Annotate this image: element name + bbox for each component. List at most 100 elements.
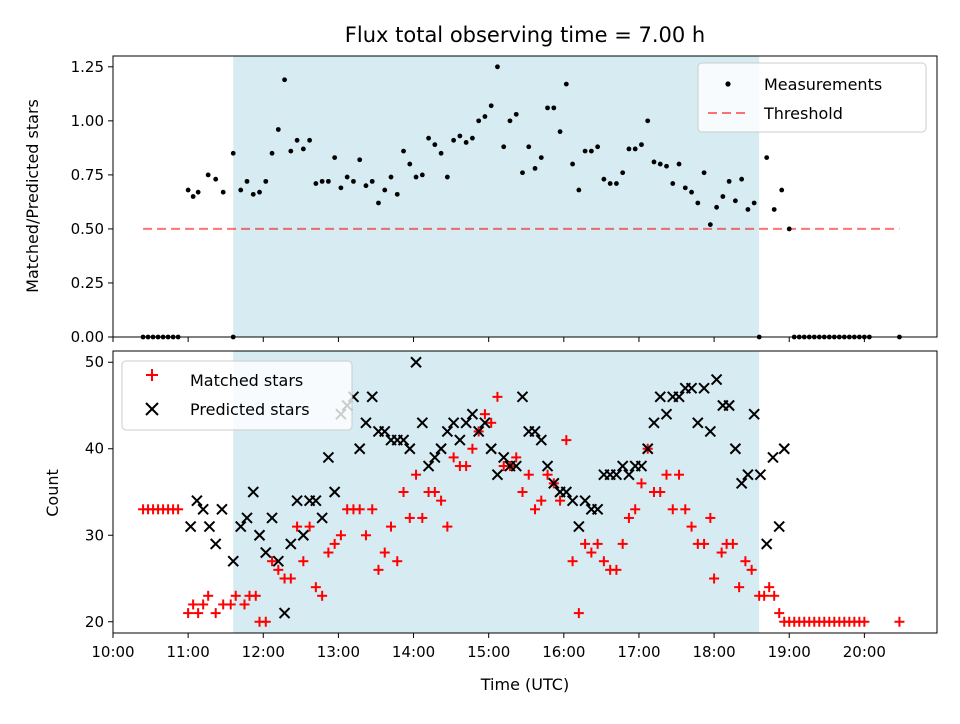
predicted-star-point (742, 468, 754, 481)
predicted-star-point (591, 503, 604, 516)
measurement-point (682, 185, 688, 191)
measurement-point (190, 194, 196, 199)
bottom-y-ticks: 20 30 40 50 (85, 353, 113, 631)
measurement-point (582, 148, 588, 154)
predicted-star-point (285, 538, 297, 550)
matched-star-point (461, 461, 472, 472)
predicted-star-point (310, 494, 322, 507)
predicted-star-point (723, 399, 735, 412)
matched-star-point (392, 556, 403, 567)
matched-star-point (716, 547, 727, 558)
predicted-star-point (685, 382, 698, 394)
predicted-star-point (573, 520, 585, 533)
matched-star-point (680, 504, 691, 515)
predicted-star-point (466, 408, 479, 420)
matched-star-point (411, 469, 422, 480)
predicted-star-point (235, 520, 247, 533)
y-tick-label: 30 (85, 526, 104, 544)
predicted-star-point (379, 425, 391, 438)
top-y-label: Matched/Predicted stars (23, 99, 42, 293)
predicted-star-point (291, 494, 303, 507)
measurement-point (288, 148, 294, 154)
predicted-star-point (410, 356, 422, 368)
measurement-point (707, 222, 713, 228)
matched-star-point (225, 599, 236, 610)
predicted-star-point (253, 529, 266, 541)
measurement-point (357, 157, 363, 163)
measurement-point (426, 135, 431, 141)
measurement-point (545, 105, 550, 111)
x-tick-label: 12:00 (242, 643, 285, 661)
matched-star-point (183, 608, 194, 619)
matched-star-point (386, 521, 397, 532)
measurement-point (451, 137, 457, 143)
measurement-point (532, 166, 538, 171)
x-tick-label: 15:00 (467, 643, 510, 661)
measurement-point (488, 103, 494, 109)
measurement-point (230, 150, 236, 156)
predicted-star-point (767, 451, 779, 464)
measurement-point (670, 181, 676, 186)
matched-star-point (617, 538, 628, 549)
matched-star-point (709, 573, 720, 584)
measurement-point (714, 204, 719, 210)
predicted-star-point (623, 468, 635, 481)
measurement-point (250, 191, 256, 197)
predicted-star-point (660, 408, 673, 420)
predicted-star-point (404, 443, 416, 455)
measurement-point (369, 178, 375, 184)
predicted-star-point (416, 417, 429, 429)
predicted-star-point (328, 486, 341, 498)
matched-star-point (511, 452, 522, 463)
predicted-star-point (447, 417, 460, 429)
predicted-star-point (616, 460, 629, 472)
measurement-point (313, 181, 319, 186)
measurement-point (363, 183, 369, 189)
bottom-legend: Matched stars Predicted stars (121, 360, 353, 431)
measurement-point (407, 161, 413, 167)
measurement-point (401, 148, 406, 154)
measurement-point (507, 118, 513, 124)
matched-star-point (250, 590, 261, 601)
matched-star-point (636, 478, 647, 489)
predicted-star-point (435, 443, 447, 455)
measurement-point (351, 178, 356, 184)
predicted-star-point (266, 512, 278, 524)
measurement-point (470, 135, 475, 141)
matched-star-point (592, 538, 603, 549)
x-tick-label: 18:00 (692, 643, 735, 661)
predicted-star-point (710, 373, 723, 386)
predicted-star-point (610, 468, 623, 481)
measurement-point (185, 187, 191, 193)
predicted-star-point (184, 520, 197, 533)
measurement-point (413, 174, 419, 180)
matched-star-point (517, 487, 528, 497)
measurement-point (595, 144, 601, 150)
top-frame (112, 55, 938, 338)
measurement-point (263, 178, 269, 184)
top-legend-box (697, 62, 927, 133)
predicted-star-point (535, 434, 547, 446)
predicted-star-point (485, 443, 497, 455)
measurement-point (463, 140, 469, 145)
measurement-point (779, 187, 785, 193)
y-tick-label: 0.25 (71, 274, 104, 292)
predicted-star-point (529, 425, 541, 438)
bottom-y-label: Count (43, 469, 62, 517)
measurement-point (457, 133, 463, 139)
predicted-star-point (760, 538, 773, 550)
matched-star-point (623, 512, 634, 523)
matched-star-point (436, 495, 447, 506)
matched-star-point (740, 556, 751, 567)
predicted-star-point (353, 443, 366, 455)
predicted-star-point (773, 520, 785, 533)
predicted-star-point (297, 529, 310, 541)
matched-star-point (586, 547, 597, 558)
measurement-point (213, 176, 219, 182)
x-tick-label: 14:00 (392, 643, 435, 661)
predicted-star-point (460, 417, 472, 429)
matched-star-point (230, 590, 241, 601)
legend-label-threshold: Threshold (763, 104, 843, 123)
legend-marker-measurements (725, 81, 731, 87)
